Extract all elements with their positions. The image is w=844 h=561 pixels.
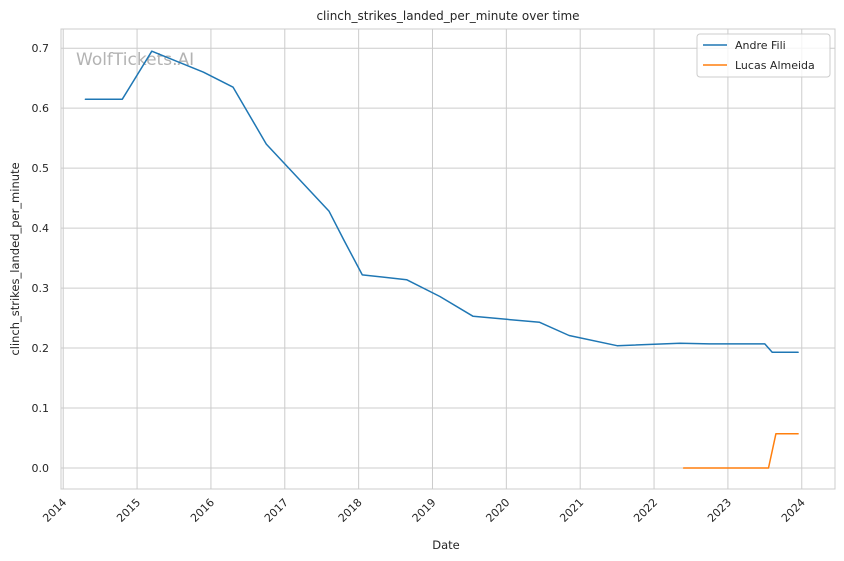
x-tick-label: 2022 [631,496,660,525]
x-tick-label: 2014 [40,496,69,525]
legend-box [696,33,831,78]
x-axis-title: Date [432,538,460,552]
y-tick-labels: 0.0 0.1 0.2 0.3 0.4 0.5 0.6 0.7 [32,42,50,475]
y-tick-label: 0.4 [32,222,50,235]
legend: Andre Fili Lucas Almeida [696,33,831,78]
chart-title: clinch_strikes_landed_per_minute over ti… [316,9,579,23]
y-axis-title: clinch_strikes_landed_per_minute [8,162,22,355]
x-tick-label: 2016 [188,496,217,525]
y-tick-label: 0.2 [32,342,50,355]
x-tick-label: 2015 [114,496,143,525]
x-tick-label: 2019 [410,496,439,525]
x-tick-labels: 2014 2015 2016 2017 2018 2019 2020 2021 2022 2023… [40,496,808,525]
legend-label: Lucas Almeida [735,59,815,72]
y-tick-label: 0.1 [32,402,50,415]
watermark: WolfTickets.AI [76,50,194,70]
x-tick-label: 2018 [336,496,365,525]
plot-area [60,28,836,490]
x-tick-label: 2023 [705,496,734,525]
legend-label: Andre Fili [735,39,786,52]
series-line-andre-fili [84,50,799,354]
y-gridlines [61,47,835,469]
x-gridlines [62,29,803,489]
x-tick-label: 2020 [483,496,512,525]
x-tick-label: 2024 [779,496,808,525]
y-tick-label: 0.5 [32,162,50,175]
series-line-lucas-almeida [682,433,799,469]
y-tick-label: 0.3 [32,282,50,295]
series-lines [84,50,799,469]
y-tick-label: 0.0 [32,462,50,475]
x-tick-label: 2017 [262,496,291,525]
x-tick-label: 2021 [557,496,586,525]
y-tick-label: 0.7 [32,42,50,55]
y-tick-label: 0.6 [32,102,50,115]
